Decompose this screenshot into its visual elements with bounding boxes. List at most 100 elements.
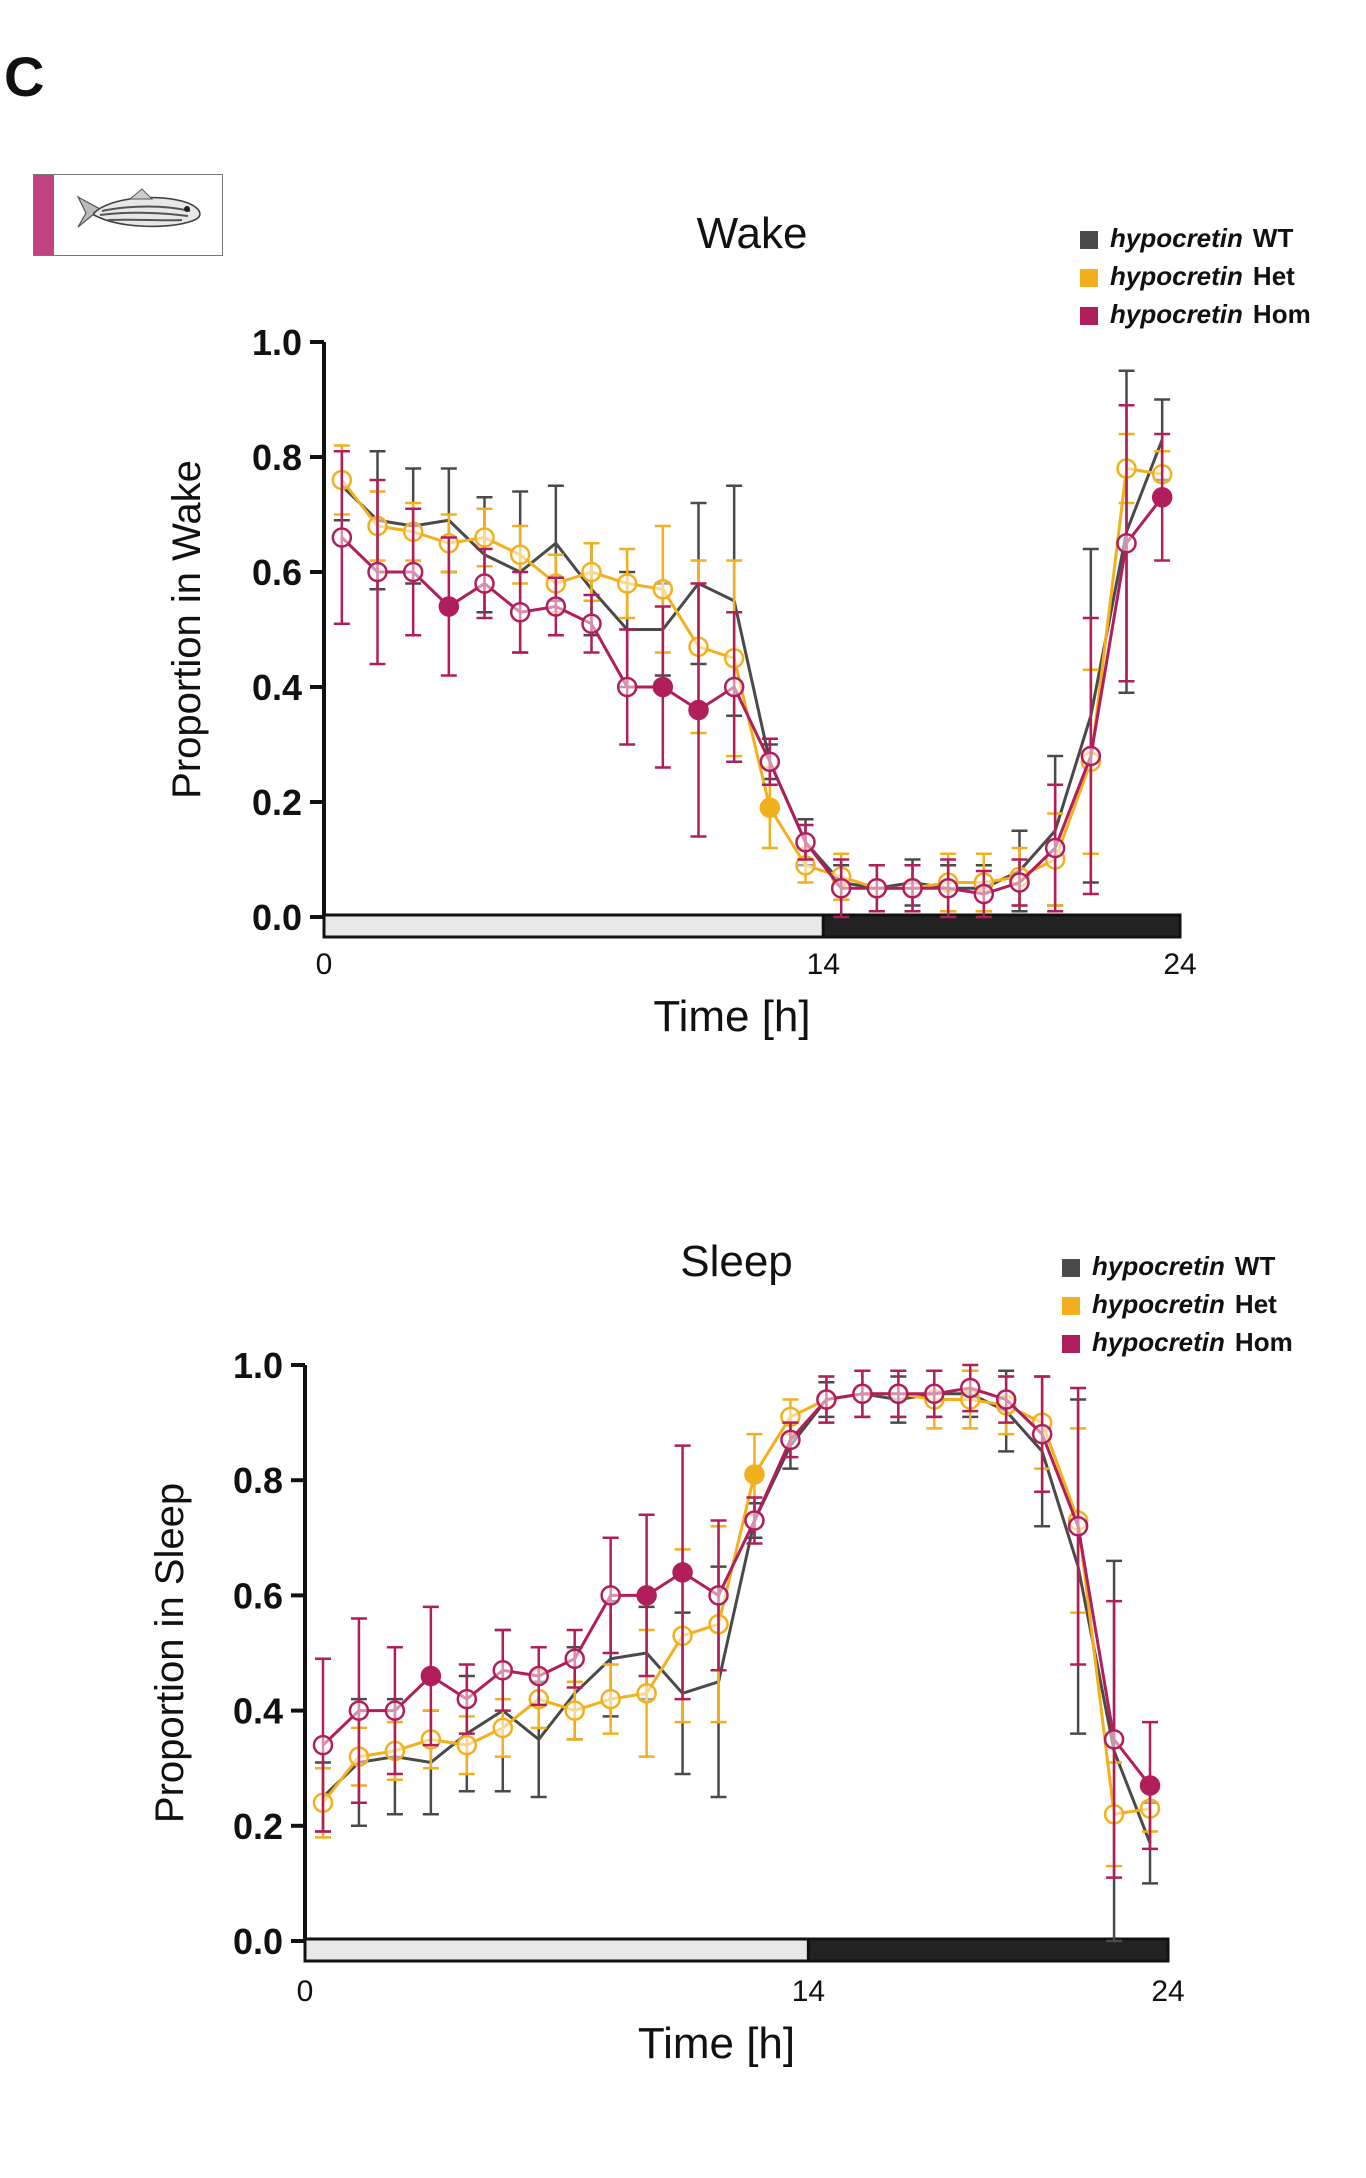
y-tick-label: 0.2	[233, 1806, 283, 1847]
data-point	[438, 596, 460, 617]
data-point	[652, 579, 674, 600]
data-point	[348, 1700, 370, 1721]
legend-genotype: WT	[1235, 1251, 1276, 1281]
data-point	[420, 1665, 442, 1687]
legend-gene-name: hypocretin	[1110, 299, 1243, 329]
data-point	[1009, 872, 1030, 893]
legend-label-wt: hypocretin WT	[1110, 223, 1293, 253]
data-point	[564, 1700, 585, 1721]
legend-genotype: Hom	[1235, 1327, 1293, 1357]
legend-genotype: Hom	[1253, 299, 1311, 329]
data-point	[545, 596, 567, 617]
data-point	[744, 1464, 765, 1485]
data-point	[492, 1717, 514, 1739]
y-tick-label: 0.6	[252, 552, 302, 593]
legend-swatch-hom	[1080, 307, 1098, 325]
data-point	[995, 1389, 1017, 1410]
data-point	[795, 832, 816, 853]
y-tick-label: 0.4	[233, 1691, 283, 1732]
data-point	[456, 1688, 478, 1710]
data-point	[672, 1562, 693, 1583]
legend-swatch-het	[1080, 269, 1098, 287]
legend-genotype: Het	[1253, 261, 1295, 291]
data-point	[636, 1585, 657, 1606]
y-tick-label: 0.0	[252, 897, 302, 938]
legend-label-hom: hypocretin Hom	[1110, 299, 1311, 329]
x-tick-label: 0	[316, 948, 333, 981]
series-hom	[312, 1363, 1161, 1879]
series-wt	[314, 1369, 1159, 1943]
y-tick-label: 0.8	[252, 437, 302, 478]
series-hom	[331, 404, 1173, 919]
data-point	[384, 1700, 406, 1721]
data-point	[723, 676, 745, 698]
data-point	[331, 527, 353, 548]
data-point	[581, 561, 602, 583]
data-point	[652, 676, 674, 698]
y-tick-label: 0.4	[252, 667, 302, 708]
panel-letter: C	[4, 45, 45, 108]
data-point	[816, 1389, 837, 1410]
legend-gene-name: hypocretin	[1092, 1251, 1225, 1281]
data-point	[616, 676, 638, 698]
data-point	[759, 751, 781, 772]
data-point	[1103, 1729, 1125, 1750]
legend-swatch-hom	[1062, 1335, 1080, 1353]
series-line-hom	[321, 1386, 1152, 1787]
legend-swatch-wt	[1080, 231, 1098, 249]
y-tick-label: 0.6	[233, 1575, 283, 1616]
series-het	[312, 1369, 1161, 1868]
legend-gene-name: hypocretin	[1110, 261, 1243, 291]
y-tick-label: 1.0	[233, 1345, 283, 1386]
x-tick-label: 14	[792, 1975, 825, 2008]
data-point	[509, 544, 531, 565]
data-point	[708, 1585, 729, 1606]
data-point	[973, 883, 995, 905]
data-point	[759, 797, 781, 818]
data-point	[1139, 1775, 1161, 1796]
legend-gene-name: hypocretin	[1110, 223, 1243, 253]
fish-drawing	[76, 188, 201, 228]
data-point	[509, 602, 531, 623]
y-axis-label: Proportion in Sleep	[148, 1483, 192, 1823]
x-axis-label: Time [h]	[653, 992, 810, 1041]
data-point	[367, 561, 388, 583]
dark-phase-bar	[806, 1937, 1170, 1963]
legend-label-het: hypocretin Het	[1110, 261, 1295, 291]
data-point	[780, 1429, 801, 1451]
sleep-chart: Sleep 0.0 0.2 0.4 0.6 0.8 1.0 Proportion in Sle…	[148, 1237, 1293, 2068]
data-point	[456, 1734, 478, 1756]
y-tick-label: 1.0	[252, 322, 302, 363]
x-tick-label: 24	[1163, 948, 1196, 981]
legend-genotype: WT	[1253, 223, 1294, 253]
data-point	[616, 573, 638, 594]
light-phase-bar	[322, 913, 825, 939]
x-tick-label: 0	[297, 1975, 314, 2008]
data-point	[888, 1383, 909, 1405]
data-point	[830, 878, 852, 899]
data-point	[600, 1688, 621, 1710]
data-point	[688, 699, 709, 721]
data-point	[564, 1648, 585, 1670]
data-point	[1116, 533, 1137, 554]
series-line-wt	[340, 439, 1164, 890]
y-axis-label: Proportion in Wake	[165, 460, 209, 799]
data-point	[1044, 837, 1066, 859]
data-point	[937, 878, 959, 899]
data-point	[852, 1383, 873, 1405]
data-point	[959, 1377, 981, 1399]
series-wt	[333, 369, 1171, 913]
data-point	[492, 1660, 514, 1681]
data-point	[1067, 1516, 1089, 1537]
data-point	[1151, 487, 1173, 508]
legend-label-wt: hypocretin WT	[1092, 1251, 1275, 1281]
data-point	[402, 561, 424, 583]
dark-phase-bar	[821, 913, 1182, 939]
data-point	[924, 1383, 945, 1405]
x-tick-label: 14	[807, 948, 840, 981]
legend-label-hom: hypocretin Hom	[1092, 1327, 1293, 1357]
data-point	[474, 527, 495, 548]
wake-chart: Wake 0.0 0.2 0.4 0.6 0.8 1.0 Proportion in Wake…	[165, 209, 1311, 1041]
genotype-color-tag	[34, 175, 54, 255]
data-point	[902, 878, 923, 899]
